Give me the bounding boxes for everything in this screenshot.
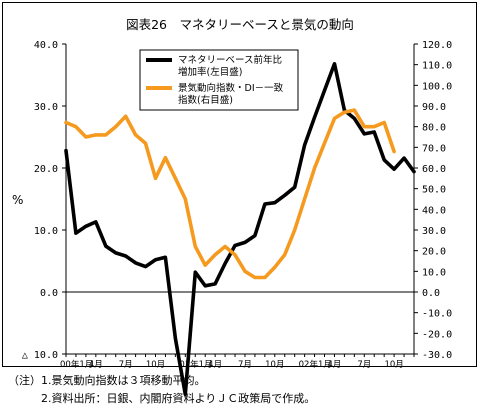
right-tick-label: 110.0 <box>422 61 452 72</box>
left-tick-label: 0.0 <box>40 288 58 299</box>
x-tick-label: 10月 <box>146 360 165 370</box>
right-tick-label: 120.0 <box>422 40 452 51</box>
right-tick-label: 0.0 <box>422 288 440 299</box>
legend-label: 景気動向指数・DI－一致 <box>178 82 284 94</box>
footnote-1: （注）1.景気動向指数は３項移動平均。 <box>8 374 206 387</box>
chart: 40.0 30.0 20.0 10.0 0.0 △ 10.0% 120.0 110.0 100.… <box>12 40 452 397</box>
legend-box <box>139 49 299 111</box>
x-tick-label: 4月 <box>208 360 222 370</box>
right-tick-label: 40.0 <box>422 205 446 216</box>
footnotes: （注）1.景気動向指数は３項移動平均。 2.資料出所：日銀、内閣府資料よりＪＣ政… <box>8 372 315 408</box>
right-tick-label: -30.0 <box>422 350 452 361</box>
x-tick-label: 4月 <box>327 360 341 370</box>
right-tick-label: 90.0 <box>422 102 446 113</box>
legend-label: 指数(右目盛) <box>178 94 233 106</box>
right-tick-label: -20.0 <box>422 329 452 340</box>
left-tick-label: 40.0 <box>34 40 58 51</box>
right-tick-label: 50.0 <box>422 185 446 196</box>
right-tick-label: -10.0 <box>422 309 452 320</box>
right-tick-label: 70.0 <box>422 143 446 154</box>
left-tick-label: △ 10.0 <box>22 350 58 361</box>
x-tick-label: 7月 <box>357 360 371 370</box>
x-tick-label: 4月 <box>89 360 103 370</box>
left-axis-label: % <box>12 193 23 207</box>
x-tick-label: 7月 <box>238 360 252 370</box>
left-tick-label: 20.0 <box>34 164 58 175</box>
di-line <box>64 108 396 280</box>
right-tick-label: 20.0 <box>422 247 446 258</box>
right-tick-label: 10.0 <box>422 267 446 278</box>
left-tick-label: 10.0 <box>34 226 58 237</box>
right-tick-label: 60.0 <box>422 164 446 175</box>
x-tick-label: 00年1月 <box>60 359 93 370</box>
legend-label: マネタリーベース前年比 <box>178 54 282 66</box>
x-tick-label: 02年1月 <box>299 359 332 370</box>
monetary-base-line <box>64 61 416 397</box>
figure-title: 図表26 マネタリーベースと景気の動向 <box>126 17 354 32</box>
footnote-2: 2.資料出所：日銀、内閣府資料よりＪＣ政策局で作成。 <box>8 392 316 405</box>
legend-label: 増加率(左目盛) <box>178 66 242 78</box>
x-tick-label: 10月 <box>265 360 284 370</box>
left-tick-label: 30.0 <box>34 102 58 113</box>
x-tick-label: 7月 <box>119 360 133 370</box>
right-tick-label: 30.0 <box>422 226 446 237</box>
x-tick-label: 01年1月 <box>179 359 212 370</box>
x-tick-label: 10月 <box>384 360 403 370</box>
right-tick-label: 100.0 <box>422 81 452 92</box>
right-tick-label: 80.0 <box>422 123 446 134</box>
